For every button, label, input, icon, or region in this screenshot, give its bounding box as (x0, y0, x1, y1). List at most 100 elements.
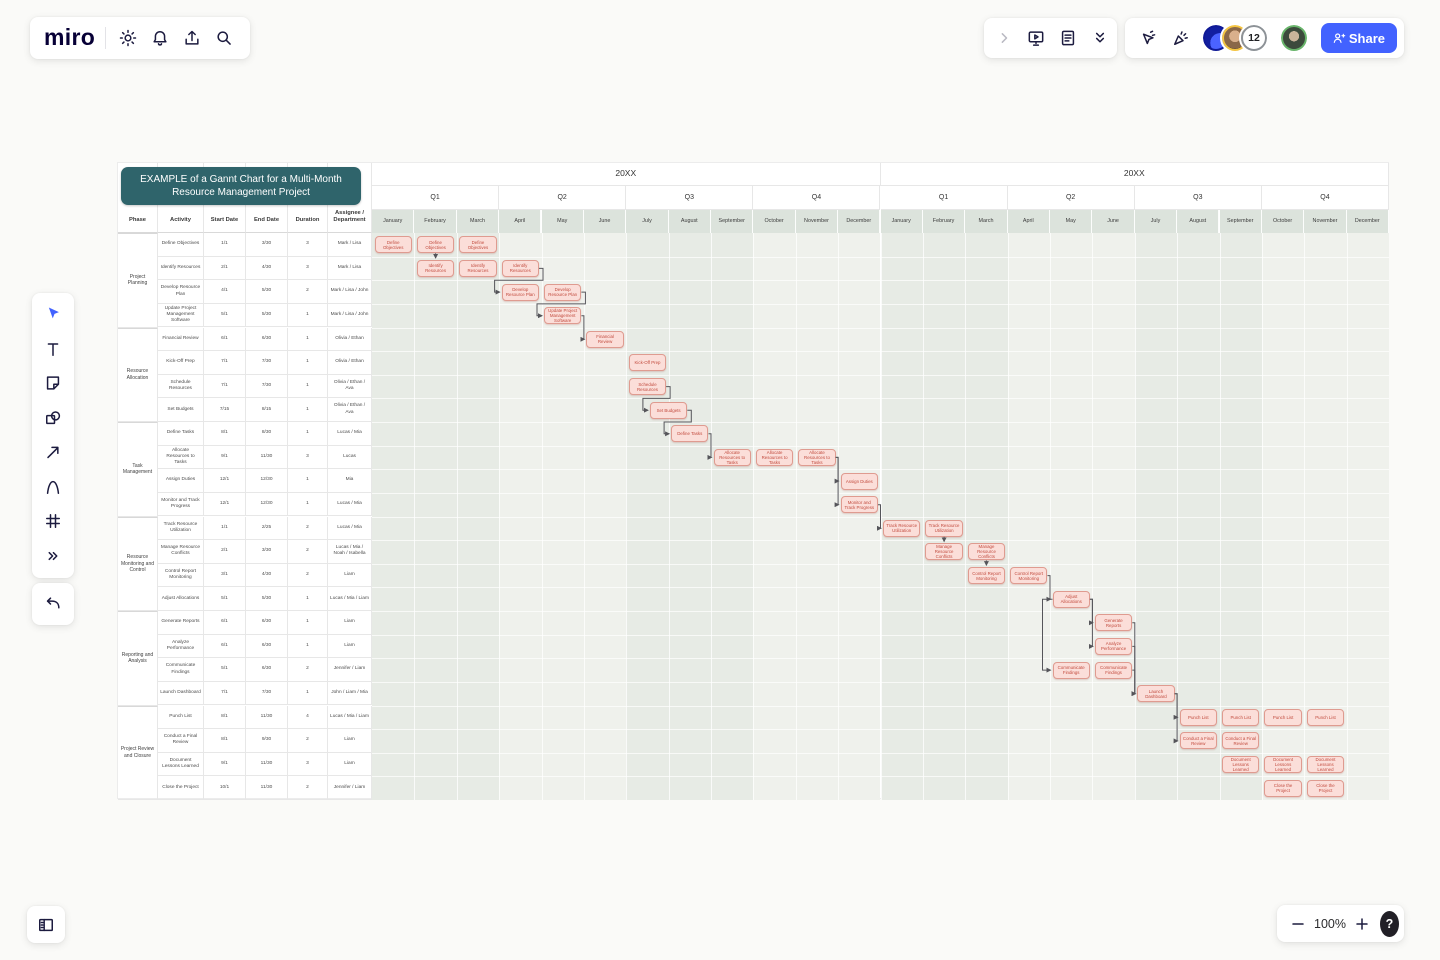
gantt-frame[interactable]: EXAMPLE of a Gannt Chart for a Multi-Mon… (117, 162, 1389, 800)
follow-icon[interactable] (1133, 22, 1165, 54)
frame-icon[interactable] (37, 505, 69, 537)
gantt-bar[interactable]: Allocate Resources to Tasks (755, 448, 794, 466)
gantt-bar[interactable]: Manage Resource Conflicts (967, 543, 1006, 561)
month-header: July (1134, 210, 1178, 233)
person-plus-icon[interactable] (1329, 25, 1349, 51)
gantt-bar[interactable]: Communicate Findings (1052, 661, 1090, 679)
gantt-bar[interactable]: Schedule Resources (628, 378, 667, 396)
gantt-bar[interactable]: Allocate Resources to Tasks (798, 448, 836, 466)
zoom-level[interactable]: 100% (1314, 916, 1346, 931)
gantt-bar[interactable]: Define Objectives (416, 236, 455, 254)
task-cell: Lucas / Mia (328, 516, 372, 541)
gantt-bar[interactable]: Define Tasks (671, 425, 709, 443)
gantt-bar[interactable]: Define Objectives (374, 236, 412, 254)
row-gridline (372, 327, 1389, 329)
gantt-bar[interactable]: Manage Resource Conflicts (925, 543, 963, 561)
gantt-bar[interactable]: Set Budgets (649, 401, 688, 419)
task-cell: 12/30 (246, 492, 288, 517)
gantt-bar[interactable]: Develop Resource Plan (501, 283, 539, 301)
gantt-bar[interactable]: Punch List (1264, 708, 1302, 726)
gantt-bar[interactable]: Punch List (1306, 708, 1345, 726)
notifications-icon[interactable] (144, 22, 176, 54)
sticky-note-icon[interactable] (37, 367, 69, 399)
task-cell: 2 (288, 540, 328, 564)
gantt-bar[interactable]: Financial Review (586, 330, 624, 348)
gantt-bar[interactable]: Identify Resources (501, 259, 539, 277)
task-cell: 3 (288, 256, 328, 281)
gantt-bar[interactable]: Kick-Off Prep (628, 354, 667, 372)
settings-icon[interactable] (112, 22, 144, 54)
gantt-bar[interactable]: Monitor and Track Progress (840, 496, 878, 514)
gantt-bar[interactable]: Document Lessons Learned (1306, 756, 1345, 774)
row-gridline (372, 681, 1389, 683)
month-header: September (1219, 210, 1262, 233)
plus-icon[interactable] (1346, 908, 1378, 940)
gantt-bar[interactable]: Allocate Resources to Tasks (713, 448, 751, 466)
gantt-title: EXAMPLE of a Gannt Chart for a Multi-Mon… (140, 173, 342, 199)
gantt-bar[interactable]: Update Project Management Software (544, 307, 582, 325)
gantt-bar[interactable]: Close the Project (1306, 779, 1345, 797)
gantt-bar[interactable]: Adjust Allocations (1052, 590, 1090, 608)
more-icon[interactable] (37, 540, 69, 572)
task-cell: Adjust Allocations (158, 587, 204, 611)
search-icon[interactable] (208, 22, 240, 54)
expand-icon[interactable] (988, 22, 1020, 54)
shapes-icon[interactable] (37, 402, 69, 434)
gantt-bar[interactable]: Assign Duties (840, 472, 878, 490)
panels-toggle (27, 906, 65, 943)
task-cell: 1 (288, 327, 328, 352)
task-cell: Communicate Findings (158, 658, 204, 682)
text-icon[interactable] (37, 333, 69, 365)
task-cell: 1 (288, 374, 328, 399)
notes-icon[interactable] (1052, 22, 1084, 54)
collapse-icon[interactable] (1084, 22, 1116, 54)
gantt-bar[interactable]: Identify Resources (459, 259, 497, 277)
gantt-bar[interactable]: Define Objectives (459, 236, 497, 254)
gantt-bar[interactable]: Analyze Performance (1094, 637, 1133, 655)
column-header: Assignee / Department (328, 163, 372, 233)
connector-icon[interactable] (37, 436, 69, 468)
minus-icon[interactable] (1282, 908, 1314, 940)
gantt-bar[interactable]: Document Lessons Learned (1264, 756, 1302, 774)
gantt-bar[interactable]: Identify Resources (416, 259, 455, 277)
task-cell: 7/1 (204, 351, 246, 375)
task-cell: Assign Duties (158, 469, 204, 493)
tool-palette (32, 293, 74, 578)
task-cell: 1 (288, 351, 328, 375)
task-cell: Close the Project (158, 776, 204, 800)
share-button[interactable]: Share (1320, 23, 1397, 53)
miro-logo[interactable]: miro (44, 23, 96, 50)
gantt-bar[interactable]: Close the Project (1264, 779, 1302, 797)
collaborator-count-badge[interactable]: 12 (1239, 23, 1269, 53)
board-actions-icons (988, 22, 1116, 54)
task-cell: 9/30 (246, 729, 288, 753)
select-icon[interactable] (37, 298, 69, 330)
panel-toggle-icon[interactable] (30, 909, 62, 941)
gantt-bar[interactable]: Launch Dashboard (1137, 685, 1175, 703)
gantt-bar[interactable]: Control Report Monitoring (967, 567, 1006, 585)
gantt-bar[interactable]: Track Resource Utilization (925, 519, 963, 537)
month-header: March (965, 210, 1008, 233)
gantt-bar[interactable]: Communicate Findings (1094, 661, 1133, 679)
task-cell: Track Resource Utilization (158, 516, 204, 541)
gantt-bar[interactable]: Track Resource Utilization (883, 519, 921, 537)
gantt-bar[interactable]: Generate Reports (1094, 614, 1133, 632)
gantt-bar[interactable]: Control Report Monitoring (1010, 567, 1048, 585)
gantt-bar[interactable]: Document Lessons Learned (1222, 756, 1260, 774)
gantt-title-chip[interactable]: EXAMPLE of a Gannt Chart for a Multi-Mon… (121, 167, 361, 205)
gantt-bar[interactable]: Punch List (1222, 708, 1260, 726)
month-header: September (711, 210, 754, 233)
gantt-bar[interactable]: Punch List (1179, 708, 1217, 726)
undo-icon[interactable] (37, 588, 69, 620)
gantt-bar[interactable]: Conduct a Final Review (1179, 732, 1217, 750)
upload-icon[interactable] (176, 22, 208, 54)
row-gridline (372, 516, 1389, 518)
pen-icon[interactable] (37, 471, 69, 503)
gantt-bar[interactable]: Conduct a Final Review (1222, 732, 1260, 750)
task-cell: Analyze Performance (158, 634, 204, 659)
present-icon[interactable] (1020, 22, 1052, 54)
gantt-bar[interactable]: Develop Resource Plan (544, 283, 582, 301)
avatar-current-user[interactable] (1279, 23, 1309, 53)
help-button[interactable]: ? (1379, 910, 1399, 937)
reactions-icon[interactable] (1165, 22, 1197, 54)
